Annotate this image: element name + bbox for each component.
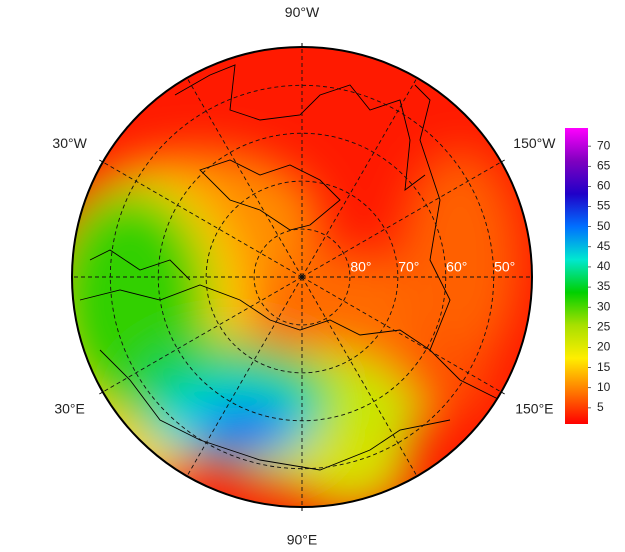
colorbar-label: 65 bbox=[597, 158, 611, 172]
colorbar bbox=[565, 128, 588, 424]
colorbar-label: 20 bbox=[597, 340, 611, 354]
meridian-tick bbox=[500, 391, 505, 395]
lon-label: 90°E bbox=[287, 531, 318, 547]
meridian-tick bbox=[500, 159, 505, 163]
lat-label: 70° bbox=[398, 259, 419, 275]
meridian bbox=[186, 77, 303, 278]
colorbar-label: 25 bbox=[597, 320, 611, 334]
colorbar-label: 55 bbox=[597, 199, 611, 213]
lon-label: 150°W bbox=[513, 135, 556, 151]
meridian bbox=[301, 161, 502, 278]
colorbar-label: 60 bbox=[597, 179, 611, 193]
lon-label: 90°W bbox=[285, 4, 320, 20]
meridian bbox=[102, 276, 303, 393]
colorbar-label: 15 bbox=[597, 360, 611, 374]
lat-label: 60° bbox=[446, 259, 467, 275]
lon-label: 150°E bbox=[515, 401, 553, 417]
colorbar-label: 50 bbox=[597, 219, 611, 233]
parallel bbox=[205, 180, 399, 374]
meridian bbox=[301, 276, 418, 477]
colorbar-label: 35 bbox=[597, 279, 611, 293]
lon-label: 30°W bbox=[52, 135, 87, 151]
parallel bbox=[109, 84, 495, 470]
colorbar-label: 5 bbox=[597, 400, 604, 414]
meridian-tick bbox=[99, 159, 104, 163]
colorbar-label: 45 bbox=[597, 239, 611, 253]
field bbox=[72, 47, 532, 507]
parallel bbox=[157, 132, 447, 422]
meridian-tick bbox=[99, 391, 104, 395]
colorbar-label: 40 bbox=[597, 259, 611, 273]
lat-label: 80° bbox=[350, 259, 371, 275]
graticule bbox=[72, 47, 532, 507]
colorbar-label: 30 bbox=[597, 299, 611, 313]
lat-label: 50° bbox=[494, 259, 515, 275]
colorbar-label: 70 bbox=[597, 138, 611, 152]
colorbar-label: 10 bbox=[597, 380, 611, 394]
lon-label: 30°E bbox=[54, 401, 85, 417]
parallel bbox=[253, 228, 351, 326]
